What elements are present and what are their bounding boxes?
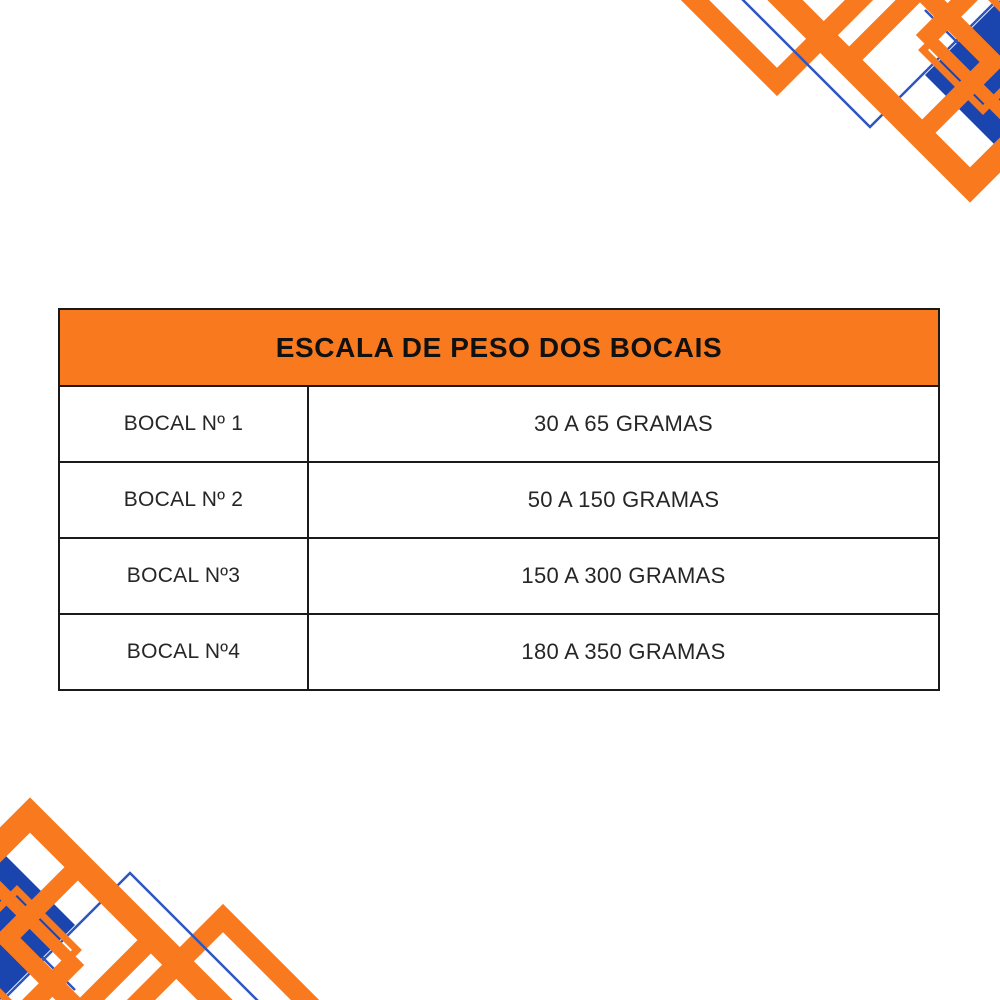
- bocal-label-cell: BOCAL Nº 1: [60, 387, 309, 461]
- weight-value-cell: 30 A 65 GRAMAS: [533, 411, 714, 436]
- bocal-label-cell: BOCAL Nº3: [60, 539, 309, 613]
- table-title: ESCALA DE PESO DOS BOCAIS: [60, 310, 938, 385]
- table-row: BOCAL Nº 1 30 A 65 GRAMAS: [60, 385, 938, 461]
- bocal-label-cell: BOCAL Nº 2: [60, 463, 309, 537]
- corner-decoration-top-right: [595, 0, 1000, 185]
- corner-decoration-bottom-left: [0, 815, 405, 1000]
- weight-value-cell: 150 A 300 GRAMAS: [521, 563, 726, 588]
- weight-value-cell: 180 A 350 GRAMAS: [521, 639, 726, 664]
- weight-value-cell: 50 A 150 GRAMAS: [527, 487, 720, 512]
- table-row: BOCAL Nº 2 50 A 150 GRAMAS: [60, 461, 938, 537]
- table-row: BOCAL Nº4 180 A 350 GRAMAS: [60, 613, 938, 689]
- weight-scale-table: ESCALA DE PESO DOS BOCAIS BOCAL Nº 1 30 …: [58, 308, 940, 691]
- bocal-label-cell: BOCAL Nº4: [60, 615, 309, 689]
- table-row: BOCAL Nº3 150 A 300 GRAMAS: [60, 537, 938, 613]
